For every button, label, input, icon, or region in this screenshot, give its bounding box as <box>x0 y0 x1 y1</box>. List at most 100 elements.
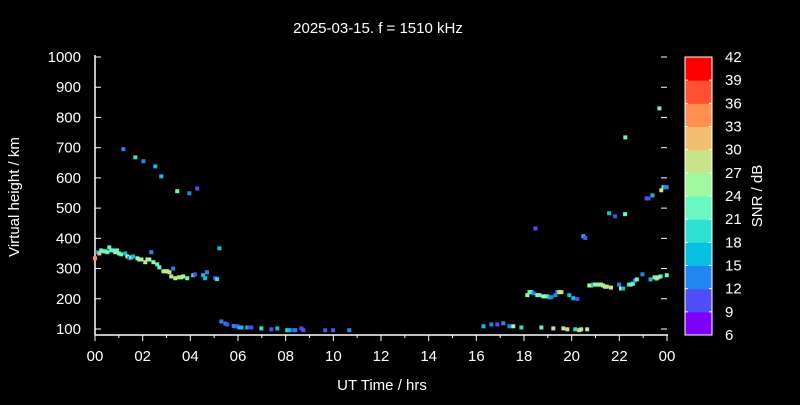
data-point <box>583 236 588 241</box>
data-point <box>537 293 542 298</box>
colorbar-tick-label: 6 <box>725 327 733 344</box>
data-point <box>137 257 142 262</box>
data-point <box>658 274 663 279</box>
data-point <box>123 251 128 256</box>
x-tick-label: 04 <box>182 348 199 365</box>
data-point <box>301 328 306 333</box>
data-point <box>489 322 494 327</box>
colorbar-band <box>685 103 712 127</box>
colorbar-band <box>685 242 712 266</box>
data-point <box>607 211 612 216</box>
data-point <box>619 286 624 291</box>
data-point <box>481 324 486 329</box>
data-point <box>193 272 198 277</box>
data-point <box>604 284 609 289</box>
data-point <box>623 135 628 140</box>
data-point <box>585 327 590 332</box>
colorbar-label: SNR / dB <box>749 165 766 228</box>
y-axis-label: Virtual height / km <box>6 137 23 257</box>
data-point <box>628 282 633 287</box>
data-point <box>175 189 180 194</box>
data-point <box>347 328 352 333</box>
y-tick-label: 300 <box>56 261 81 278</box>
data-point <box>245 325 250 330</box>
x-tick-label: 20 <box>563 348 580 365</box>
data-point <box>648 277 653 282</box>
data-point <box>598 282 603 287</box>
data-point <box>205 270 210 275</box>
colorbar-tick-label: 33 <box>725 119 742 136</box>
data-point <box>155 262 160 267</box>
data-point <box>331 328 336 333</box>
data-point <box>565 327 570 332</box>
data-point <box>567 293 572 298</box>
data-point <box>495 322 500 327</box>
data-point <box>141 159 146 164</box>
colorbar-band <box>685 311 712 336</box>
data-point <box>657 106 662 111</box>
data-point <box>529 290 534 295</box>
data-point <box>215 277 220 282</box>
colorbar-tick-label: 12 <box>725 281 742 298</box>
data-point <box>171 266 176 271</box>
x-tick-label: 00 <box>659 348 676 365</box>
data-point <box>201 273 206 278</box>
data-point <box>559 290 564 295</box>
data-point <box>275 326 280 331</box>
colorbar-band <box>685 80 712 104</box>
data-point <box>105 250 110 255</box>
data-point <box>659 188 664 193</box>
data-point <box>551 326 556 331</box>
x-tick-label: 08 <box>277 348 294 365</box>
data-point <box>549 295 554 300</box>
data-point <box>545 294 550 299</box>
data-point <box>579 327 584 332</box>
data-point <box>617 282 622 287</box>
data-point <box>131 254 136 259</box>
data-point <box>613 214 618 219</box>
data-point <box>97 251 102 256</box>
data-point <box>235 324 240 329</box>
colorbar-tick-label: 36 <box>725 95 742 112</box>
data-point <box>553 293 558 298</box>
data-point <box>630 281 635 286</box>
colorbar-tick-label: 15 <box>725 258 742 275</box>
data-points <box>93 106 669 333</box>
colorbar: 42 39 36 33 30 27 24 21 18 15 12 9 6 <box>684 49 742 344</box>
data-point <box>153 164 158 169</box>
data-point <box>623 212 628 217</box>
data-point <box>225 322 230 327</box>
data-point <box>157 265 162 270</box>
y-tick-label: 1000 <box>48 49 81 66</box>
colorbar-band <box>685 265 712 290</box>
data-point <box>239 325 244 330</box>
data-point <box>575 297 580 302</box>
data-point <box>195 186 200 191</box>
data-point <box>167 270 172 275</box>
data-point <box>173 276 178 281</box>
data-point <box>287 328 292 333</box>
data-point <box>151 260 156 265</box>
data-point <box>259 326 264 331</box>
y-tick-label: 400 <box>56 230 81 247</box>
colorbar-tick-label: 24 <box>725 188 742 205</box>
data-point <box>143 260 148 265</box>
data-point <box>217 246 222 251</box>
data-point <box>203 276 208 281</box>
data-point <box>165 269 170 274</box>
data-point <box>640 272 645 277</box>
colorbar-band <box>685 126 712 151</box>
y-tick-label: 600 <box>56 170 81 187</box>
colorbar-tick-label: 21 <box>725 211 742 228</box>
data-point <box>293 328 298 333</box>
colorbar-band <box>685 149 712 174</box>
data-point <box>99 248 104 253</box>
colorbar-tick-label: 39 <box>725 72 742 89</box>
data-point <box>107 245 112 250</box>
y-tick-label: 200 <box>56 291 81 308</box>
colorbar-band <box>685 172 712 197</box>
data-point <box>519 325 524 330</box>
data-point <box>139 257 144 262</box>
y-tick-label: 100 <box>56 321 81 338</box>
